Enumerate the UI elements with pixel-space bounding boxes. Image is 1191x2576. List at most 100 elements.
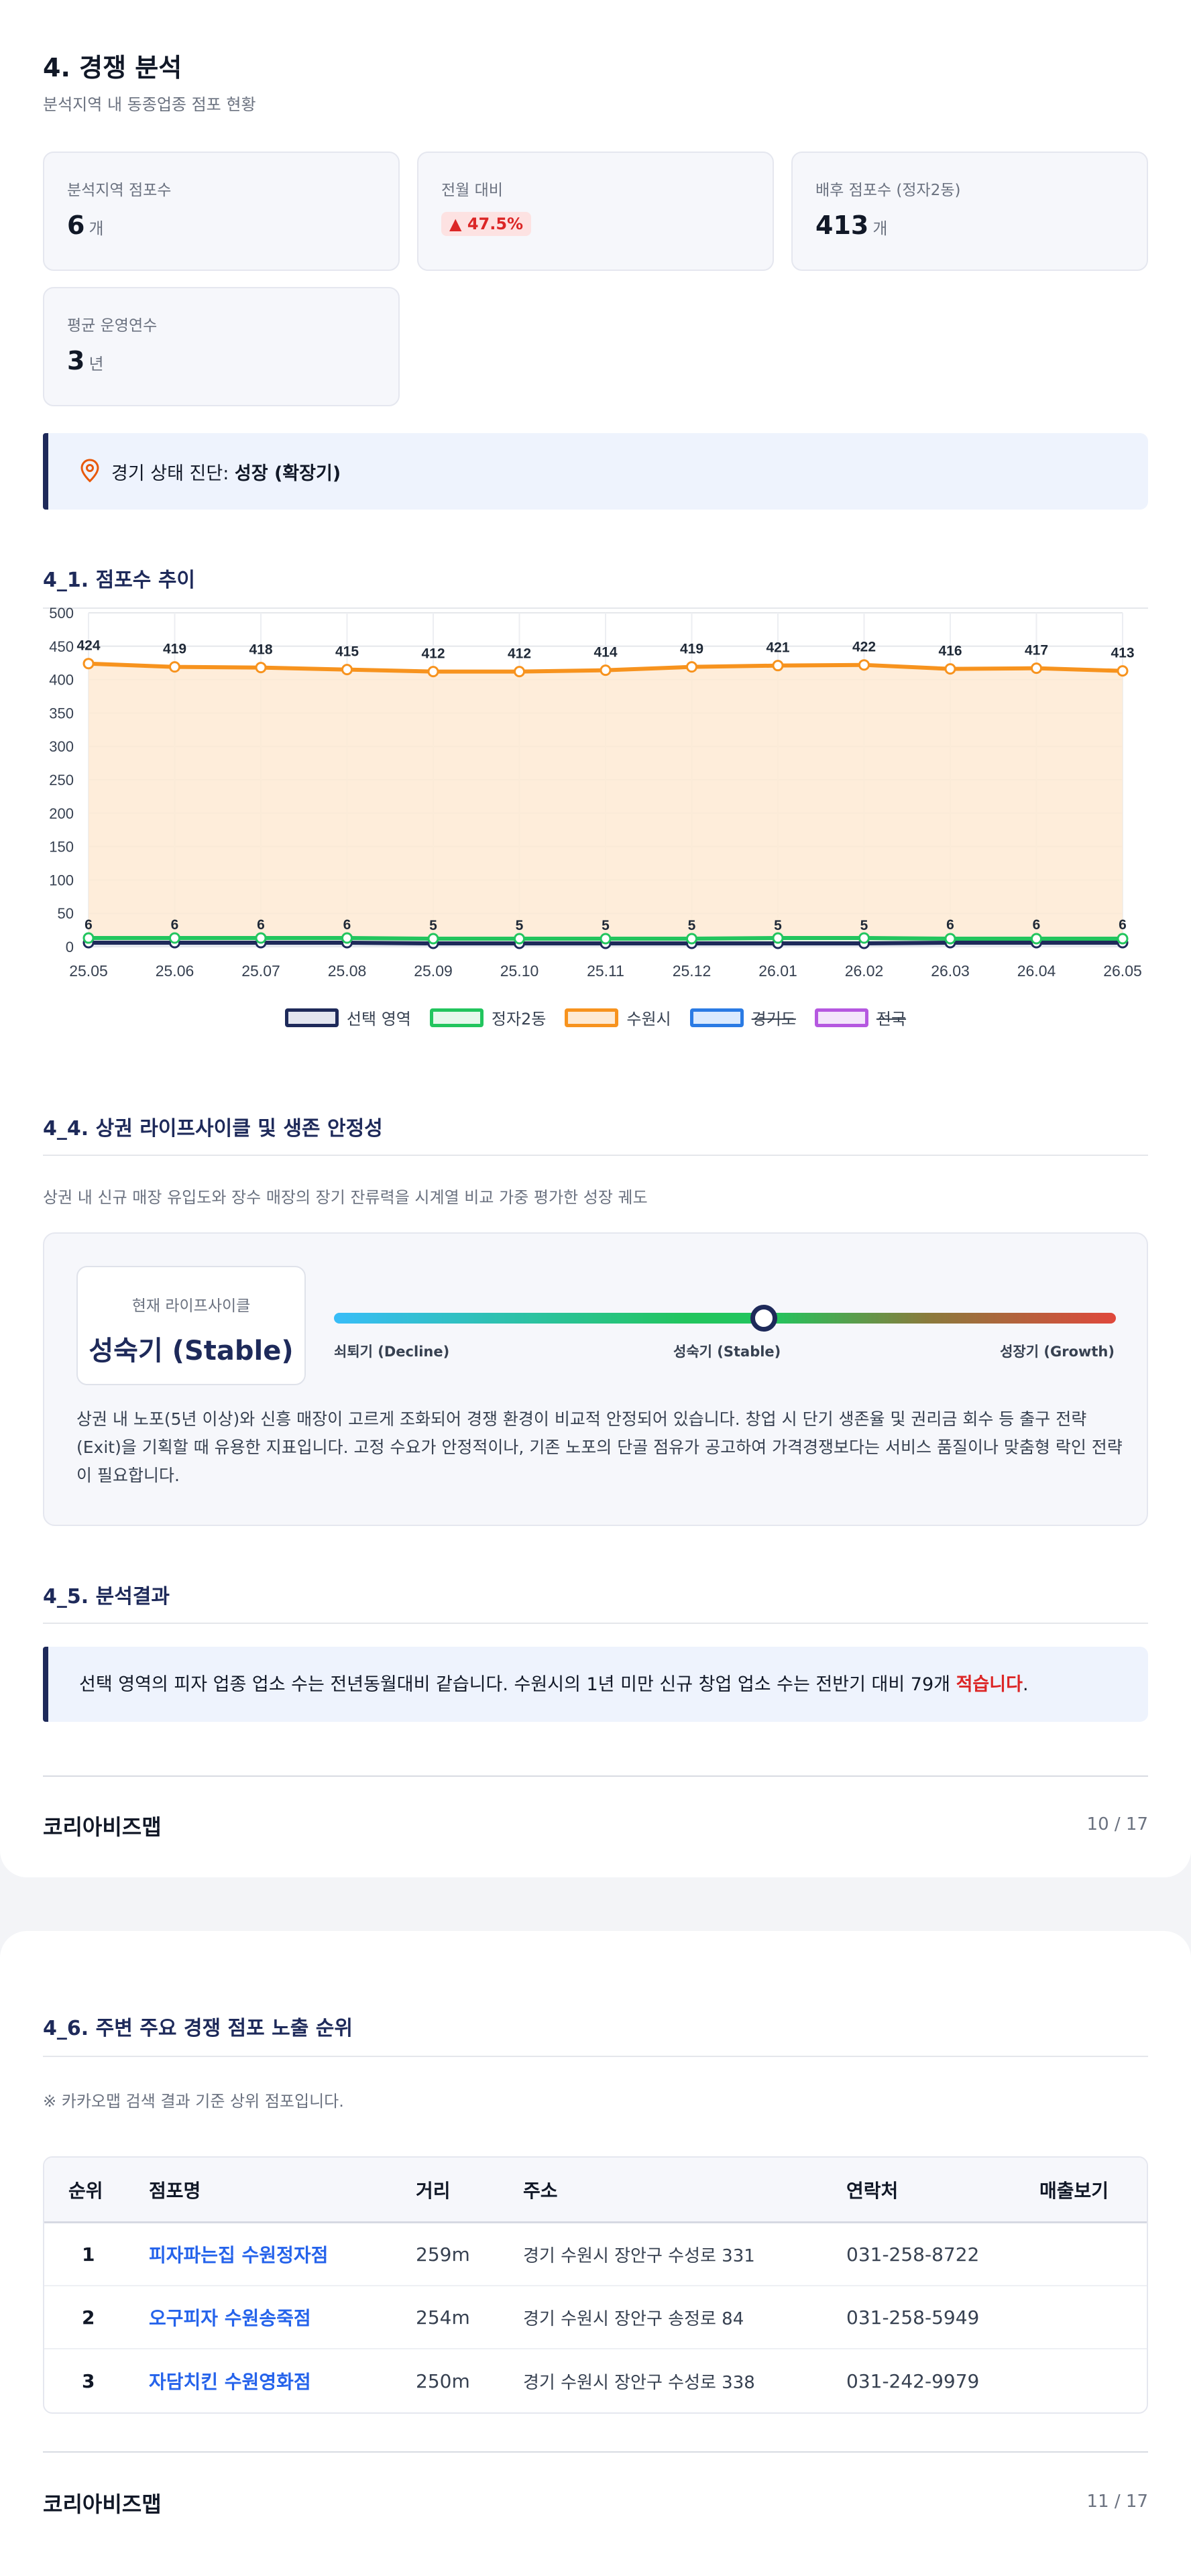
phone-cell: 031-258-5949 [822, 2286, 1015, 2349]
data-label: 6 [343, 917, 351, 933]
data-point [1117, 665, 1129, 677]
y-tick-label: 100 [49, 872, 74, 888]
data-point [255, 932, 267, 944]
data-label: 419 [163, 642, 186, 657]
data-point [600, 933, 612, 945]
result-text: 선택 영역의 피자 업종 업소 수는 전년동월대비 같습니다. 수원시의 1년 … [79, 1674, 1029, 1695]
stat-label: 분석지역 점포수 [67, 182, 172, 199]
map-pin-icon [79, 459, 101, 485]
data-point [341, 664, 353, 676]
ranking-note: ※ 카카오맵 검색 결과 기준 상위 점포입니다. [43, 2092, 344, 2111]
data-point [944, 933, 956, 945]
table-row: 3 자담치킨 수원영화점 250m 경기 수원시 장안구 수성로 338 031… [44, 2349, 1147, 2412]
current-lifecycle-value: 성숙기 (Stable) [89, 1336, 294, 1366]
data-label: 424 [76, 638, 100, 654]
x-tick-label: 26.03 [931, 962, 970, 980]
col-address: 주소 [499, 2158, 822, 2223]
diagnosis-callout: 경기 상태 진단: 성장 (확장기) [43, 433, 1148, 510]
x-tick-label: 25.09 [414, 962, 453, 980]
table-header-row: 순위 점포명 거리 주소 연락처 매출보기 [44, 2158, 1147, 2223]
diagnosis-text: 경기 상태 진단: 성장 (확장기) [111, 463, 341, 484]
legend-swatch [689, 1008, 744, 1027]
sales-cell[interactable] [1015, 2349, 1147, 2412]
data-label: 5 [602, 918, 610, 933]
col-rank: 순위 [44, 2158, 125, 2223]
lifecycle-description: 상권 내 신규 매장 유입도와 장수 매장의 장기 잔류력을 시계열 비교 가중… [43, 1188, 648, 1207]
data-point [858, 932, 870, 944]
legend-item[interactable]: 경기도 [689, 1006, 796, 1029]
trend-heading: 4_1. 점포수 추이 [43, 569, 196, 592]
change-badge: ▲ 47.5% [441, 212, 532, 236]
y-tick-label: 500 [49, 605, 74, 622]
legend-item[interactable]: 수원시 [565, 1006, 671, 1029]
stat-label: 배후 점포수 (정자2동) [815, 182, 961, 199]
y-tick-label: 400 [49, 672, 74, 689]
stat-card-hinterland-stores: 배후 점포수 (정자2동) 413 개 [791, 152, 1148, 271]
result-heading: 4_5. 분석결과 [43, 1585, 170, 1608]
legend-item[interactable]: 정자2동 [429, 1006, 547, 1029]
legend-item[interactable]: 선택 영역 [284, 1006, 411, 1029]
y-tick-label: 300 [49, 738, 74, 755]
data-label: 5 [516, 918, 524, 933]
data-point [169, 932, 180, 944]
data-point [686, 661, 697, 673]
y-tick-label: 150 [49, 839, 74, 856]
section-subtitle: 분석지역 내 동종업종 점포 현황 [43, 95, 256, 114]
footer-divider [43, 1775, 1148, 1777]
x-tick-label: 26.02 [845, 962, 884, 980]
divider [43, 1155, 1148, 1156]
store-name-link[interactable]: 오구피자 수원송죽점 [125, 2286, 392, 2349]
y-tick-label: 200 [49, 805, 74, 822]
lifecycle-body: 상권 내 노포(5년 이상)와 신흥 매장이 고르게 조화되어 경쟁 환경이 비… [76, 1409, 1123, 1485]
legend-item[interactable]: 전국 [814, 1006, 906, 1029]
scale-label-stable: 성숙기 (Stable) [673, 1344, 781, 1360]
section-title: 4. 경쟁 분석 [43, 53, 182, 82]
report-page-11: 4_6. 주변 주요 경쟁 점포 노출 순위 ※ 카카오맵 검색 결과 기준 상… [0, 1931, 1191, 2576]
lifecycle-heading: 4_4. 상권 라이프사이클 및 생존 안정성 [43, 1117, 383, 1140]
stat-card-mom-change: 전월 대비 ▲ 47.5% [417, 152, 774, 271]
data-point [944, 663, 956, 675]
data-label: 6 [257, 917, 265, 933]
ranking-heading: 4_6. 주변 주요 경쟁 점포 노출 순위 [43, 2017, 353, 2040]
x-tick-label: 25.11 [587, 962, 624, 980]
distance-cell: 259m [392, 2223, 499, 2286]
col-phone: 연락처 [822, 2158, 1015, 2223]
stat-label: 전월 대비 [441, 182, 503, 199]
legend-label: 정자2동 [491, 1010, 547, 1029]
distance-cell: 254m [392, 2286, 499, 2349]
sales-cell[interactable] [1015, 2286, 1147, 2349]
store-name-link[interactable]: 피자파는집 수원정자점 [125, 2223, 392, 2286]
phone-cell: 031-242-9979 [846, 2369, 980, 2392]
lifecycle-gradient-bar [334, 1313, 1116, 1324]
scale-label-growth: 성장기 (Growth) [1000, 1344, 1115, 1360]
col-sales: 매출보기 [1015, 2158, 1147, 2223]
data-point [1031, 933, 1042, 945]
diagnosis-value: 성장 (확장기) [234, 463, 341, 484]
data-label: 5 [688, 918, 696, 933]
stat-value: 413 개 [815, 211, 888, 240]
col-store-name: 점포명 [125, 2158, 392, 2223]
legend-label: 수원시 [626, 1010, 671, 1029]
y-tick-label: 350 [49, 705, 74, 721]
store-name-link[interactable]: 자담치킨 수원영화점 [149, 2371, 311, 2393]
ranking-table: 순위 점포명 거리 주소 연락처 매출보기 1 피자파는집 수원정자점 259m… [43, 2156, 1148, 2414]
result-callout: 선택 영역의 피자 업종 업소 수는 전년동월대비 같습니다. 수원시의 1년 … [43, 1647, 1148, 1722]
footer-divider [43, 2451, 1148, 2453]
data-label: 6 [1119, 917, 1127, 933]
data-label: 417 [1025, 643, 1048, 658]
series-area [89, 663, 1123, 947]
page-number: 11 / 17 [1086, 2492, 1148, 2512]
address-cell: 경기 수원시 장안구 수성로 331 [499, 2223, 822, 2286]
current-lifecycle-box: 현재 라이프사이클 성숙기 (Stable) [76, 1266, 306, 1385]
sales-cell[interactable] [1015, 2223, 1147, 2286]
current-lifecycle-label: 현재 라이프사이클 [131, 1297, 251, 1315]
data-label: 421 [766, 640, 789, 656]
data-label: 418 [249, 642, 272, 658]
data-label: 415 [335, 644, 359, 660]
data-point [514, 666, 525, 678]
x-tick-label: 26.01 [758, 962, 797, 980]
divider [43, 1623, 1148, 1624]
x-tick-label: 26.05 [1103, 962, 1142, 980]
